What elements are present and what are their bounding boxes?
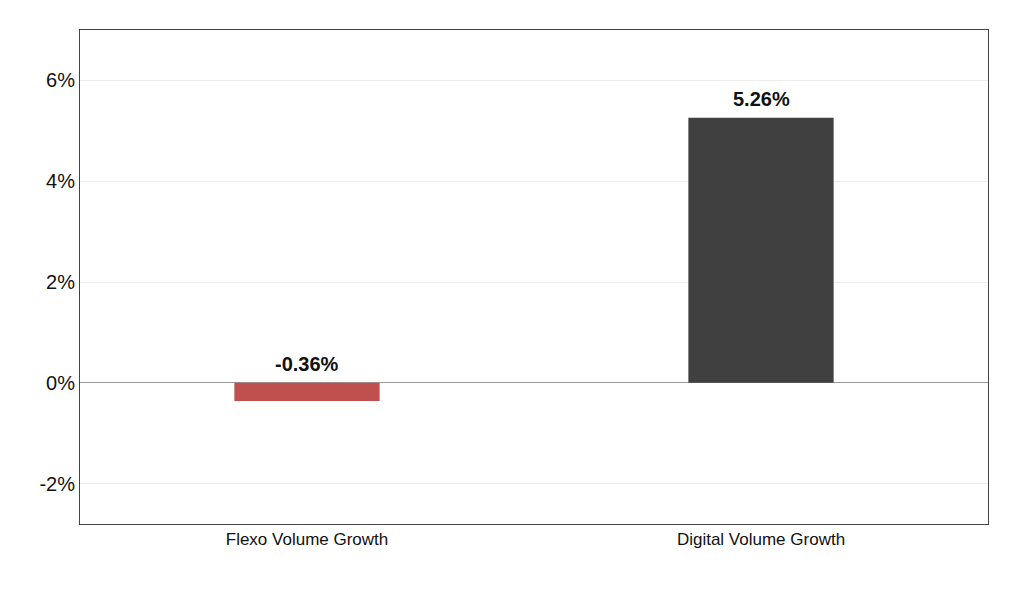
svg-text:-0.36%: -0.36% <box>275 353 339 375</box>
svg-text:5.26%: 5.26% <box>733 88 790 110</box>
svg-text:Digital Volume Growth: Digital Volume Growth <box>677 530 845 549</box>
svg-text:0%: 0% <box>46 372 75 394</box>
svg-text:Flexo Volume Growth: Flexo Volume Growth <box>226 530 389 549</box>
svg-text:6%: 6% <box>46 69 75 91</box>
svg-text:-2%: -2% <box>39 473 75 495</box>
svg-text:2%: 2% <box>46 271 75 293</box>
svg-text:4%: 4% <box>46 170 75 192</box>
